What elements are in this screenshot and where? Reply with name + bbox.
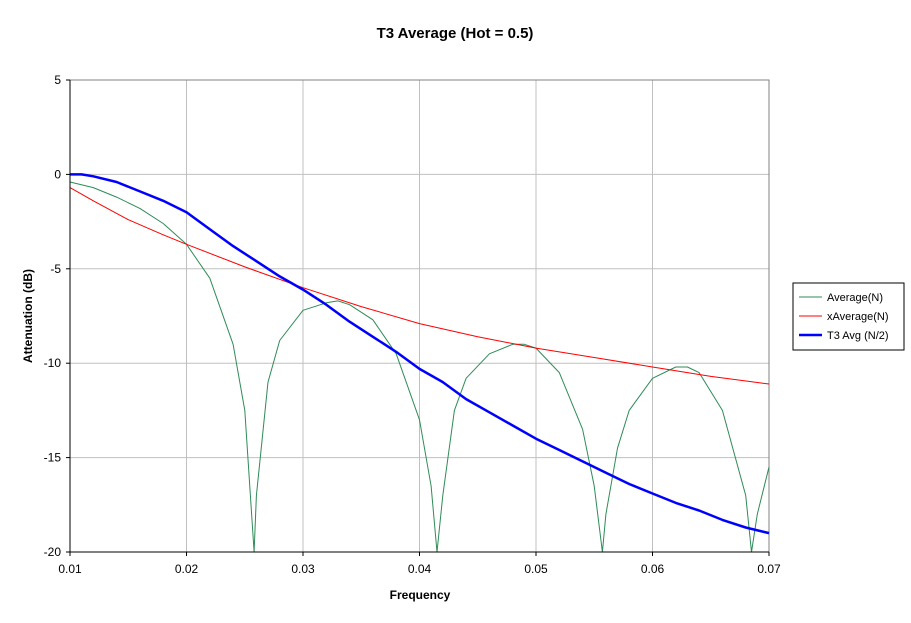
x-tick-label: 0.07 bbox=[757, 562, 781, 576]
x-axis-title: Frequency bbox=[390, 588, 451, 602]
x-tick-label: 0.06 bbox=[641, 562, 665, 576]
y-tick-label: -10 bbox=[44, 356, 62, 370]
y-tick-label: 0 bbox=[54, 167, 61, 181]
series-line-1 bbox=[69, 181, 770, 553]
tick-labels: 0.01 0.02 0.03 0.04 0.05 0.06 0.07 5 0 -5 -10 -15 -2… bbox=[44, 73, 781, 576]
y-tick-label: -5 bbox=[50, 262, 61, 276]
chart-title: T3 Average (Hot = 0.5) bbox=[377, 25, 534, 42]
x-tick-label: 0.05 bbox=[524, 562, 548, 576]
y-axis-title: Attenuation (dB) bbox=[21, 269, 35, 363]
x-tick-label: 0.04 bbox=[408, 562, 432, 576]
x-tick-label: 0.02 bbox=[175, 562, 199, 576]
grid bbox=[69, 79, 770, 553]
series-lines bbox=[69, 173, 770, 553]
series-line-2 bbox=[69, 187, 770, 385]
legend-entry: xAverage(N) bbox=[827, 311, 889, 323]
y-tick-label: -20 bbox=[44, 545, 62, 559]
y-tick-label: -15 bbox=[44, 451, 62, 465]
x-tick-label: 0.03 bbox=[291, 562, 315, 576]
legend-entry: T3 Avg (N/2) bbox=[827, 330, 889, 342]
series-line-3 bbox=[70, 173, 770, 535]
legend-entry: Average(N) bbox=[827, 292, 883, 304]
x-tick-label: 0.01 bbox=[58, 562, 82, 576]
legend: Average(N) xAverage(N) T3 Avg (N/2) bbox=[792, 282, 905, 351]
axes bbox=[66, 79, 770, 556]
y-tick-label: 5 bbox=[54, 73, 61, 87]
